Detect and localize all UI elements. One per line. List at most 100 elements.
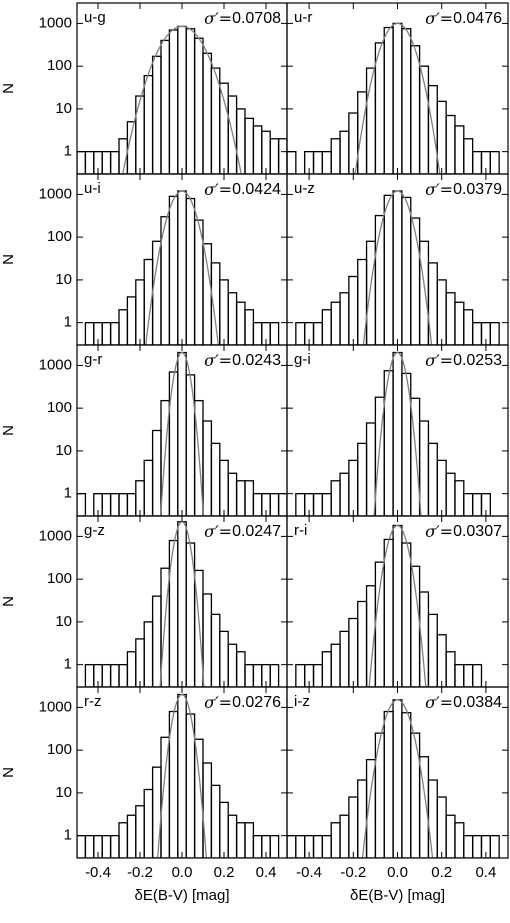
histogram-bar: [339, 814, 350, 858]
plot-frame: [76, 173, 288, 346]
annotation-label: σ′=: [425, 693, 453, 712]
histogram-bar: [235, 301, 246, 345]
annotation-value: 0.0276: [232, 694, 281, 711]
histogram-bar: [84, 663, 95, 687]
histogram-bar: [383, 538, 394, 687]
histogram-bar: [374, 561, 385, 687]
histogram-bar: [126, 296, 137, 345]
y-tick-label: 10: [55, 271, 72, 288]
histogram-bar: [392, 22, 403, 174]
annotation-label: σ′=: [425, 180, 453, 199]
histogram-bar: [202, 420, 213, 516]
fit-curve: [373, 351, 422, 516]
y-tick-label: 1: [64, 656, 72, 673]
histogram-bar: [489, 834, 500, 858]
annotation-label: σ′=: [425, 522, 453, 541]
histogram-bar: [261, 130, 271, 174]
histogram-bar: [210, 613, 221, 687]
y-tick-label: 100: [47, 57, 72, 74]
histogram-bar: [160, 39, 171, 174]
histogram-bar: [269, 138, 280, 174]
histogram-bar: [277, 138, 287, 174]
x-tick-label: -0.2: [127, 864, 153, 881]
histogram-bar: [185, 28, 196, 174]
annotation-value: 0.0243: [232, 352, 281, 369]
histogram-bar: [357, 442, 368, 516]
annotation: σ′=0.0276: [204, 693, 281, 712]
histogram-bar: [348, 617, 359, 687]
plot-frame: [286, 686, 509, 859]
histogram-bar: [235, 651, 246, 687]
panel-title: r-z: [84, 693, 102, 710]
histogram-bar: [392, 524, 403, 687]
histogram-bar: [109, 663, 120, 687]
histogram-bar: [471, 834, 483, 858]
histogram-bar: [427, 442, 438, 516]
histogram-bar: [374, 42, 385, 174]
histogram-bar: [210, 442, 221, 516]
plot-area: [295, 524, 483, 687]
histogram-bar: [168, 29, 179, 174]
histogram-bar: [151, 429, 162, 516]
histogram-bar: [312, 834, 324, 858]
y-tick-label: 1000: [39, 698, 72, 715]
histogram-bar: [295, 663, 306, 687]
histogram-bar: [401, 28, 412, 174]
histogram-bar: [454, 663, 465, 687]
histogram-bar: [392, 190, 403, 345]
histogram-bar: [339, 472, 350, 516]
histogram-bar: [321, 309, 332, 345]
y-tick-label: 10: [55, 784, 72, 801]
panel: u-z σ′=0.0379: [286, 173, 509, 346]
histogram-bar: [287, 150, 297, 174]
panel-title: u-g: [84, 9, 106, 26]
histogram-bar: [118, 822, 129, 858]
fit-curve: [362, 190, 433, 345]
histogram-bar: [436, 459, 447, 516]
histogram-bar: [210, 784, 221, 858]
histogram-bar: [235, 108, 246, 174]
plot-frame: [286, 2, 509, 175]
histogram-bar: [202, 52, 213, 174]
histogram-bar: [401, 712, 412, 858]
annotation: σ′=0.0424: [204, 180, 281, 199]
histogram-bar: [348, 275, 359, 345]
histogram-bar: [109, 834, 120, 858]
histogram-bar: [445, 651, 456, 687]
histogram-bar: [244, 309, 255, 345]
histogram-bar: [357, 600, 368, 687]
histogram-bar: [454, 301, 465, 345]
histogram-bar: [135, 805, 145, 858]
histogram-bar: [295, 321, 306, 345]
histogram-bar: [454, 125, 465, 174]
y-tick-label: 100: [47, 399, 72, 416]
histogram-bar: [410, 217, 421, 345]
panel: 1 10 100 1000 u-g σ′=0.0708 N: [0, 2, 288, 175]
panel: g-i σ′=0.0253: [286, 344, 509, 517]
histogram-bar: [454, 480, 465, 516]
x-axis-label: δE(B-V) [mag]: [134, 887, 229, 904]
histogram-bar: [348, 796, 359, 858]
histogram-bar: [321, 492, 332, 516]
histogram-bar: [489, 321, 500, 345]
histogram-bar: [135, 638, 145, 687]
x-tick-label: 0.2: [431, 864, 452, 881]
plot-area: [77, 693, 280, 858]
histogram-bar: [143, 621, 154, 687]
y-tick-label: 10: [55, 100, 72, 117]
fit-curve: [159, 351, 205, 516]
histogram-bar: [244, 663, 255, 687]
histogram-bar: [244, 822, 255, 858]
histogram-bar: [227, 643, 238, 687]
panel: -0.4 -0.2 0.0 0.2 0.4 i-z σ′=0.0384 δE(B-V) [ma…: [286, 686, 509, 904]
plot-area: [84, 190, 280, 345]
histogram-bar: [410, 732, 421, 858]
histogram-bar: [151, 55, 162, 174]
x-tick-label: 0.2: [214, 864, 235, 881]
histogram-bar: [321, 651, 332, 687]
histogram-bar: [227, 472, 238, 516]
histogram-bar: [219, 459, 229, 516]
histogram-bar: [339, 292, 350, 345]
histogram-bar: [244, 480, 255, 516]
histogram-bar: [143, 74, 154, 174]
